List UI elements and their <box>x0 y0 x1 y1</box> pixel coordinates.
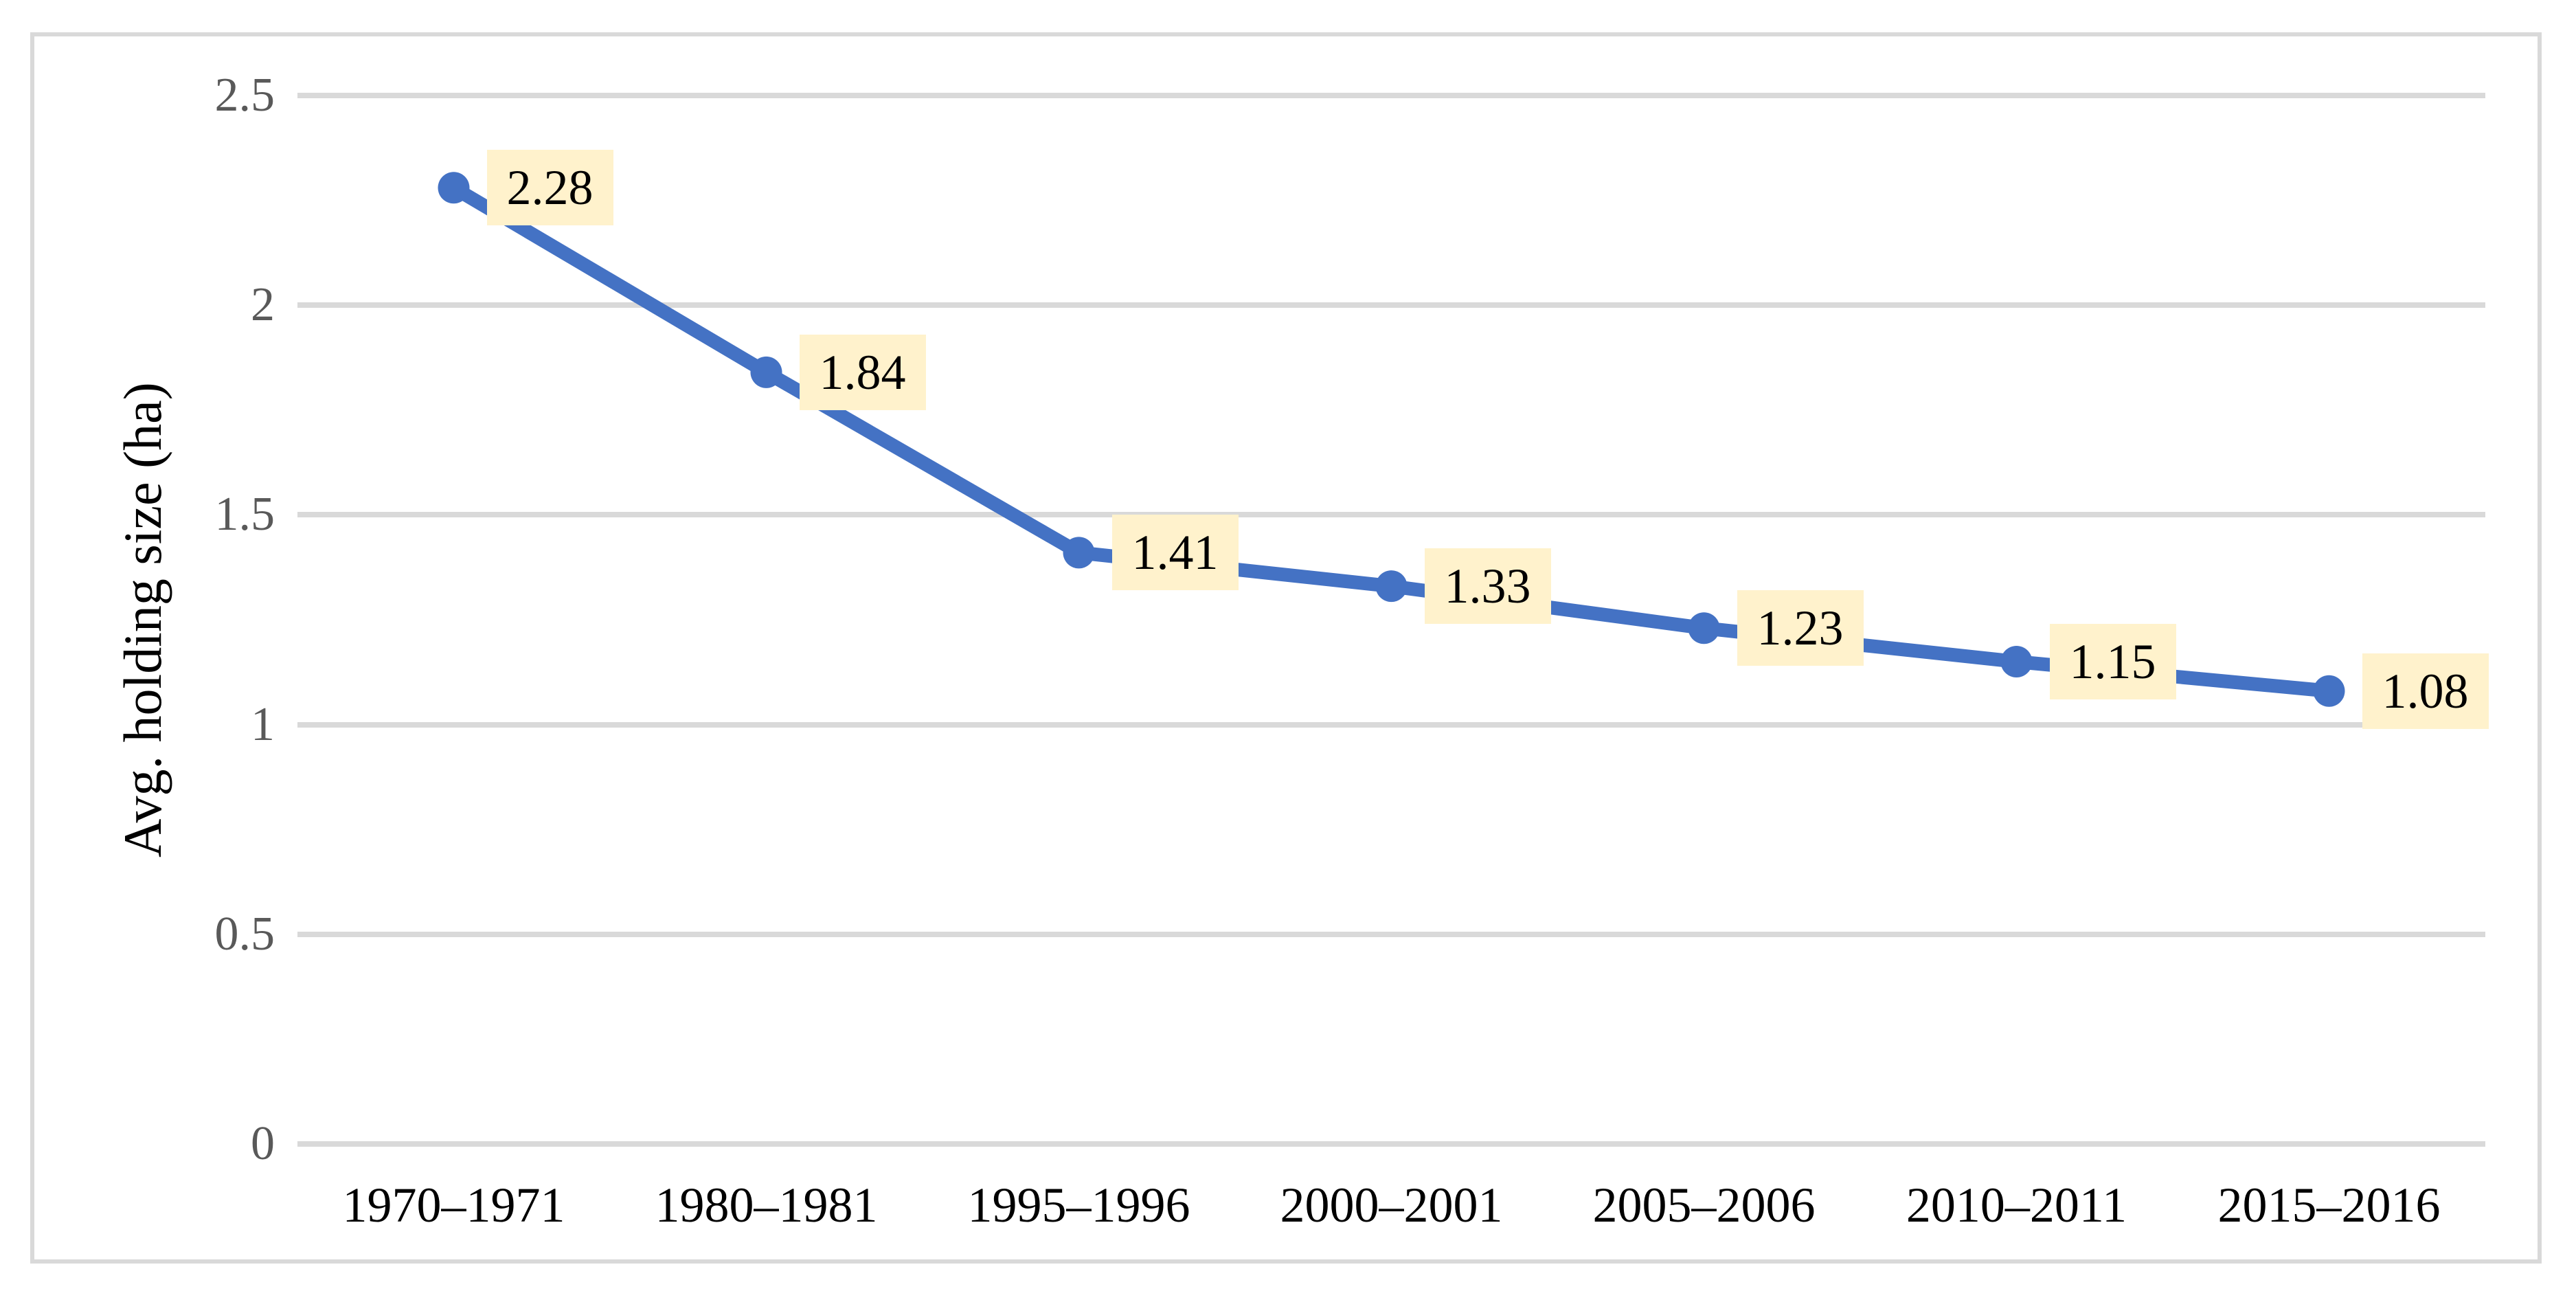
data-label: 2.28 <box>486 150 613 226</box>
y-tick-label: 2.5 <box>214 69 275 122</box>
data-marker <box>1063 537 1095 569</box>
data-marker <box>1375 570 1408 603</box>
data-label: 1.08 <box>2362 653 2489 729</box>
data-marker <box>1688 612 1720 644</box>
y-tick-label: 0 <box>251 1117 275 1170</box>
x-tick-label: 1980–1981 <box>655 1178 878 1233</box>
x-tick-label: 2005–2006 <box>1592 1178 1816 1233</box>
x-tick-label: 2000–2001 <box>1280 1178 1503 1233</box>
y-gridline <box>297 512 2485 518</box>
x-tick-label: 2010–2011 <box>1906 1178 2127 1233</box>
y-tick-label: 1.5 <box>214 488 275 541</box>
x-tick-label: 2015–2016 <box>2217 1178 2441 1233</box>
x-tick-label: 1995–1996 <box>967 1178 1190 1233</box>
y-tick-label: 2 <box>251 278 275 332</box>
data-marker <box>2000 646 2033 678</box>
y-tick-label: 1 <box>251 697 275 751</box>
data-marker <box>438 172 470 204</box>
y-tick-label: 0.5 <box>214 907 275 961</box>
y-gridline <box>297 931 2485 937</box>
data-label: 1.15 <box>2049 624 2176 700</box>
y-gridline <box>297 721 2485 728</box>
data-label: 1.41 <box>1111 515 1239 591</box>
y-gridline <box>297 93 2485 98</box>
data-label: 1.23 <box>1737 590 1864 666</box>
series-line <box>447 181 2336 698</box>
x-tick-label: 1970–1971 <box>342 1178 565 1233</box>
x-axis-line <box>297 1141 2485 1147</box>
data-label: 1.84 <box>799 334 926 410</box>
y-gridline <box>297 302 2485 308</box>
data-label: 1.33 <box>1424 548 1551 625</box>
data-marker <box>2313 675 2345 707</box>
data-marker <box>750 356 782 388</box>
